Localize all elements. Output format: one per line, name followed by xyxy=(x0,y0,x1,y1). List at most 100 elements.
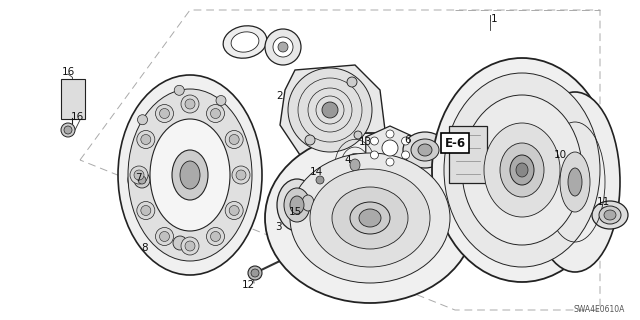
Ellipse shape xyxy=(278,42,288,52)
Ellipse shape xyxy=(128,89,252,261)
Text: 8: 8 xyxy=(141,243,148,253)
Text: 13: 13 xyxy=(358,137,372,147)
Ellipse shape xyxy=(207,228,225,245)
Ellipse shape xyxy=(516,163,528,177)
Ellipse shape xyxy=(592,201,628,229)
Ellipse shape xyxy=(138,176,146,184)
Circle shape xyxy=(401,137,410,145)
Ellipse shape xyxy=(265,133,475,303)
Text: 16: 16 xyxy=(70,112,84,122)
Circle shape xyxy=(386,158,394,166)
Ellipse shape xyxy=(510,155,534,185)
Text: 3: 3 xyxy=(275,222,282,232)
Ellipse shape xyxy=(350,202,390,234)
Ellipse shape xyxy=(141,205,151,215)
Text: 12: 12 xyxy=(241,280,255,290)
Ellipse shape xyxy=(156,105,173,123)
Ellipse shape xyxy=(207,105,225,123)
Circle shape xyxy=(313,173,327,187)
Ellipse shape xyxy=(350,159,360,171)
Circle shape xyxy=(248,266,262,280)
Ellipse shape xyxy=(225,202,243,220)
Ellipse shape xyxy=(568,168,582,196)
Ellipse shape xyxy=(225,131,243,148)
Circle shape xyxy=(174,85,184,95)
Ellipse shape xyxy=(159,231,170,242)
Ellipse shape xyxy=(173,236,187,250)
Ellipse shape xyxy=(277,179,317,231)
Text: 15: 15 xyxy=(289,207,301,217)
Circle shape xyxy=(371,137,378,145)
Ellipse shape xyxy=(290,153,450,283)
Ellipse shape xyxy=(403,132,447,168)
Text: SWA4E0610A: SWA4E0610A xyxy=(573,305,625,314)
FancyBboxPatch shape xyxy=(449,126,487,183)
Ellipse shape xyxy=(137,131,155,148)
Ellipse shape xyxy=(332,187,408,249)
Ellipse shape xyxy=(180,161,200,189)
Text: 4: 4 xyxy=(345,155,351,165)
Ellipse shape xyxy=(418,144,432,156)
Ellipse shape xyxy=(141,134,151,145)
Ellipse shape xyxy=(530,92,620,272)
Ellipse shape xyxy=(288,68,372,152)
Ellipse shape xyxy=(229,205,239,215)
Ellipse shape xyxy=(185,241,195,251)
Text: 2: 2 xyxy=(276,91,284,101)
Text: 11: 11 xyxy=(596,197,610,207)
Ellipse shape xyxy=(168,231,192,255)
Circle shape xyxy=(305,135,315,145)
Ellipse shape xyxy=(128,166,156,194)
Ellipse shape xyxy=(223,26,267,58)
Polygon shape xyxy=(280,65,385,170)
Text: 16: 16 xyxy=(61,67,75,77)
Ellipse shape xyxy=(444,73,600,267)
Text: 6: 6 xyxy=(404,135,412,145)
Ellipse shape xyxy=(265,29,301,65)
Ellipse shape xyxy=(172,150,208,200)
Ellipse shape xyxy=(236,170,246,180)
Ellipse shape xyxy=(150,119,230,231)
Text: 7: 7 xyxy=(134,173,141,183)
Circle shape xyxy=(64,126,72,134)
Circle shape xyxy=(354,131,362,139)
Circle shape xyxy=(386,130,394,138)
Ellipse shape xyxy=(134,172,150,188)
Ellipse shape xyxy=(359,209,381,227)
Ellipse shape xyxy=(290,196,304,214)
Circle shape xyxy=(251,269,259,277)
FancyBboxPatch shape xyxy=(61,79,85,119)
Ellipse shape xyxy=(181,237,199,255)
Text: 10: 10 xyxy=(554,150,566,160)
Ellipse shape xyxy=(302,195,314,211)
Ellipse shape xyxy=(310,169,430,267)
Ellipse shape xyxy=(185,99,195,109)
Circle shape xyxy=(401,151,410,159)
Ellipse shape xyxy=(118,75,262,275)
Ellipse shape xyxy=(231,32,259,52)
Ellipse shape xyxy=(181,95,199,113)
Ellipse shape xyxy=(500,143,544,197)
Circle shape xyxy=(382,140,398,156)
Circle shape xyxy=(347,77,357,87)
Text: E-6: E-6 xyxy=(444,137,465,149)
Ellipse shape xyxy=(462,95,582,245)
Ellipse shape xyxy=(411,139,439,161)
Ellipse shape xyxy=(211,108,221,118)
Polygon shape xyxy=(365,126,414,170)
Ellipse shape xyxy=(284,188,310,222)
Ellipse shape xyxy=(130,166,148,184)
Ellipse shape xyxy=(232,166,250,184)
Circle shape xyxy=(316,176,324,184)
Ellipse shape xyxy=(134,170,144,180)
Circle shape xyxy=(216,96,226,106)
Ellipse shape xyxy=(322,102,338,118)
Circle shape xyxy=(138,115,147,125)
Ellipse shape xyxy=(229,134,239,145)
Ellipse shape xyxy=(599,206,621,224)
Ellipse shape xyxy=(273,37,293,57)
Circle shape xyxy=(61,123,75,137)
Ellipse shape xyxy=(604,210,616,220)
Ellipse shape xyxy=(211,231,221,242)
Ellipse shape xyxy=(298,190,318,216)
